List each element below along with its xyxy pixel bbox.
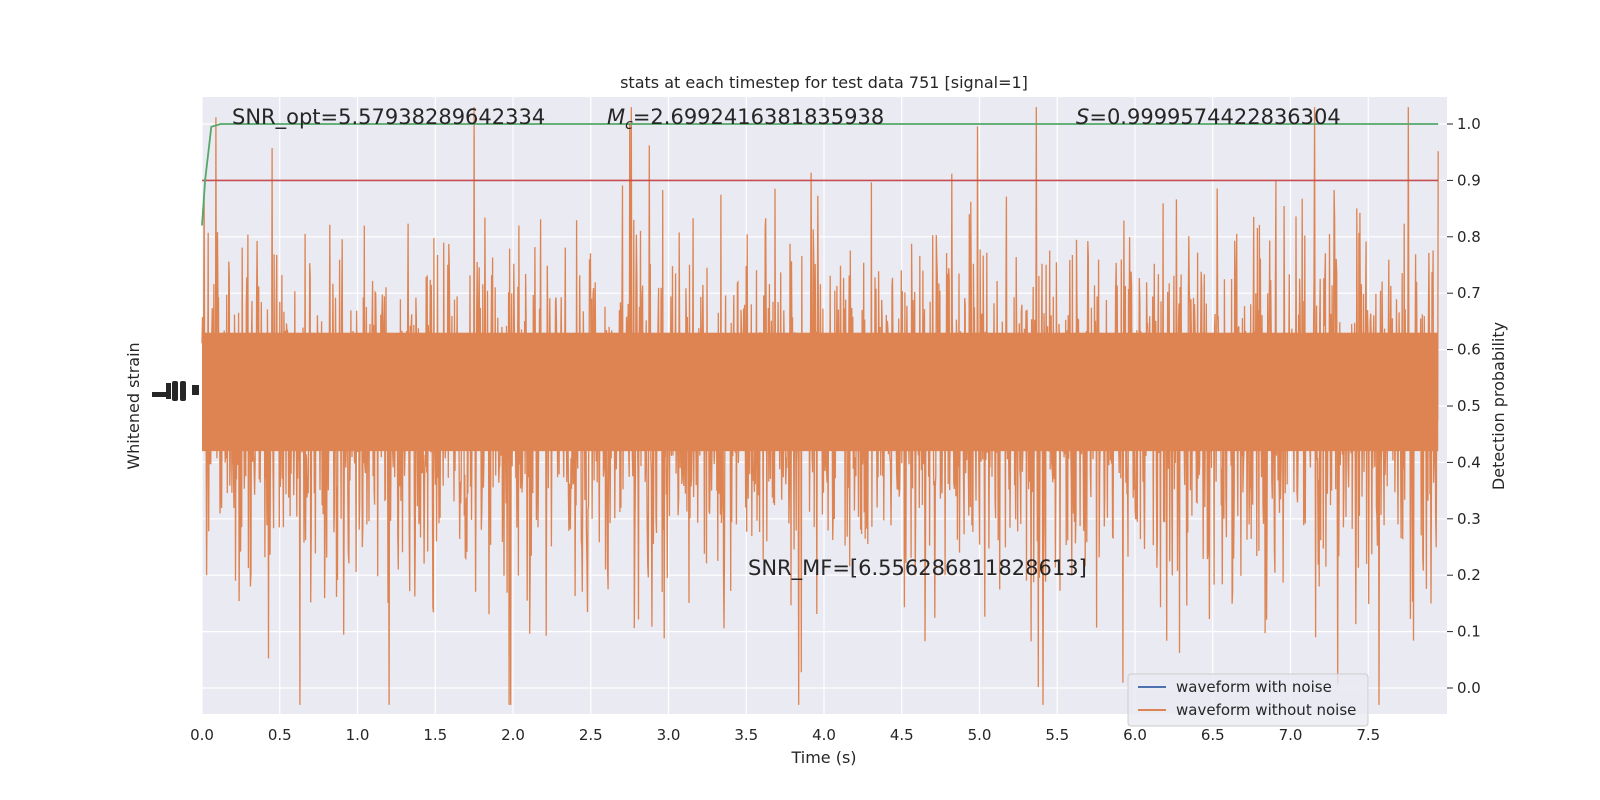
x-tick-label: 2.5 <box>579 726 603 744</box>
legend: waveform with noise waveform without noi… <box>1127 673 1369 727</box>
waveform-trace <box>201 107 1439 705</box>
x-tick-label: 0.0 <box>190 726 214 744</box>
y-tick-label: 0.2 <box>1457 566 1481 584</box>
x-tick-label: 1.5 <box>423 726 447 744</box>
x-tick-label: 1.0 <box>346 726 370 744</box>
y-tick-label: 0.8 <box>1457 228 1481 246</box>
x-tick-label: 3.5 <box>734 726 758 744</box>
snr-opt-annotation: SNR_opt=5.57938289642334 <box>232 105 545 130</box>
s-annotation: S=0.9999574422836304 <box>1076 105 1341 129</box>
chart-title: stats at each timestep for test data 751… <box>620 73 1028 92</box>
s-symbol: S <box>1076 105 1089 129</box>
x-tick-label: 7.0 <box>1279 726 1303 744</box>
left-axis-collapsed-ticks <box>152 381 199 401</box>
y-tick-label: 0.9 <box>1457 171 1481 189</box>
legend-label-with-noise: waveform with noise <box>1176 678 1332 696</box>
chirp-mass-value: =2.6992416381835938 <box>633 105 884 129</box>
y-tick-label: 1.0 <box>1457 115 1481 133</box>
x-axis-label: Time (s) <box>790 748 856 767</box>
y-tick-label: 0.4 <box>1457 453 1481 471</box>
chirp-mass-annotation: Mc=2.6992416381835938 <box>607 105 884 133</box>
detection-probability-line <box>201 123 1439 226</box>
y-tick-label: 0.7 <box>1457 284 1481 302</box>
probability-lines <box>201 123 1439 226</box>
x-tick-label: 5.0 <box>968 726 992 744</box>
snr-mf-annotation: SNR_MF=[6.556286811828613] <box>748 556 1087 581</box>
x-tick-label: 2.0 <box>501 726 525 744</box>
y-axis-right-label: Detection probability <box>1489 322 1508 490</box>
waveform-without-noise-line <box>201 107 1439 705</box>
x-tick-label: 5.5 <box>1045 726 1069 744</box>
y-tick-label: 0.5 <box>1457 397 1481 415</box>
x-tick-label: 3.0 <box>657 726 681 744</box>
legend-box <box>1127 673 1369 727</box>
y-axis-right-ticks: 0.0 0.1 0.2 0.3 0.4 0.5 0.6 0.7 0.8 0.9 1.0 <box>1447 115 1481 697</box>
chirp-mass-subscript: c <box>625 117 633 133</box>
y-tick-label: 0.0 <box>1457 679 1481 697</box>
x-tick-label: 0.5 <box>268 726 292 744</box>
y-tick-label: 0.1 <box>1457 623 1481 641</box>
x-tick-label: 4.5 <box>890 726 914 744</box>
x-tick-label: 7.5 <box>1356 726 1380 744</box>
y-axis-left-label: Whitened strain <box>124 342 143 469</box>
y-tick-label: 0.6 <box>1457 341 1481 359</box>
x-axis-ticks: 0.0 0.5 1.0 1.5 2.0 2.5 3.0 3.5 4.0 4.5 5.0 5.5 6.0 6… <box>190 726 1380 744</box>
chirp-mass-symbol: M <box>607 105 625 129</box>
x-tick-label: 6.0 <box>1123 726 1147 744</box>
s-value: =0.9999574422836304 <box>1089 105 1340 129</box>
x-tick-label: 4.0 <box>812 726 836 744</box>
y-tick-label: 0.3 <box>1457 510 1481 528</box>
legend-label-without-noise: waveform without noise <box>1176 701 1356 719</box>
x-tick-label: 6.5 <box>1201 726 1225 744</box>
